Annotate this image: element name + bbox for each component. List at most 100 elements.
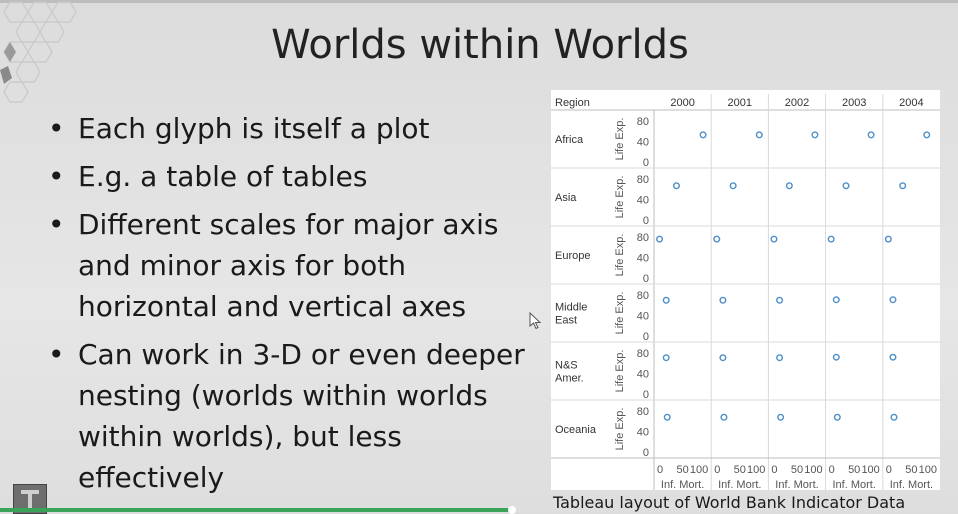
x-tick-label: 100 bbox=[747, 464, 765, 476]
bullet-item: • Can work in 3-D or even deeper nesting (… bbox=[48, 334, 538, 498]
bullet-text-line: nesting (worlds within worlds bbox=[78, 379, 488, 412]
row-label: Amer. bbox=[555, 373, 584, 385]
data-point bbox=[672, 182, 680, 190]
y-tick-label: 40 bbox=[637, 311, 649, 323]
row-label: East bbox=[555, 315, 577, 327]
y-tick-label: 80 bbox=[637, 174, 649, 186]
data-point bbox=[699, 131, 707, 139]
data-point bbox=[884, 235, 892, 243]
x-axis-label: Inf. Mort. bbox=[661, 479, 704, 490]
y-tick-label: 0 bbox=[643, 157, 649, 169]
y-tick-label: 0 bbox=[643, 273, 649, 285]
data-point bbox=[729, 182, 737, 190]
x-tick-label: 50 bbox=[676, 464, 688, 476]
chart-panel: Region 2000 2001 2002 2003 2004 Africa Life Exp… bbox=[551, 90, 940, 490]
data-point bbox=[770, 235, 778, 243]
x-tick-label: 0 bbox=[886, 464, 892, 476]
y-tick-label: 80 bbox=[637, 348, 649, 360]
data-point bbox=[899, 182, 907, 190]
data-point bbox=[785, 182, 793, 190]
video-progress-handle[interactable] bbox=[508, 506, 516, 514]
bullet-text-line: Each glyph is itself a plot bbox=[78, 112, 430, 145]
x-tick-label: 50 bbox=[848, 464, 860, 476]
x-tick-label: 0 bbox=[657, 464, 663, 476]
x-tick-label: 0 bbox=[771, 464, 777, 476]
row-label: N&S bbox=[555, 360, 578, 372]
data-point bbox=[662, 354, 670, 362]
data-point bbox=[776, 354, 784, 362]
y-axis-label: Life Exp. bbox=[614, 408, 626, 451]
row-label: Asia bbox=[555, 192, 577, 204]
data-point bbox=[889, 353, 897, 361]
bullet-symbol: • bbox=[48, 160, 65, 193]
chart-caption: Tableau layout of World Bank Indicator D… bbox=[553, 493, 906, 512]
slide-title: Worlds within Worlds bbox=[271, 22, 689, 68]
x-axis-label: Inf. Mort. bbox=[775, 479, 818, 490]
column-header-label: 2002 bbox=[785, 97, 809, 109]
row-label: Europe bbox=[555, 250, 590, 262]
bullet-list: • Each glyph is itself a plot • E.g. a tabl… bbox=[48, 108, 538, 505]
y-axis-label: Life Exp. bbox=[614, 234, 626, 277]
data-point bbox=[662, 296, 670, 304]
bullet-item: • E.g. a table of tables bbox=[48, 156, 538, 197]
column-header-label: 2001 bbox=[728, 97, 752, 109]
x-tick-label: 50 bbox=[791, 464, 803, 476]
data-point bbox=[755, 131, 763, 139]
x-tick-label: 50 bbox=[905, 464, 917, 476]
hexagon-pattern-decoration bbox=[0, 1, 77, 103]
data-point bbox=[890, 413, 898, 421]
x-tick-label: 50 bbox=[734, 464, 746, 476]
row-label: Africa bbox=[555, 134, 584, 146]
y-axis-label: Life Exp. bbox=[614, 118, 626, 161]
data-point bbox=[827, 235, 835, 243]
y-tick-label: 40 bbox=[637, 137, 649, 149]
x-tick-label: 100 bbox=[919, 464, 937, 476]
x-tick-label: 100 bbox=[861, 464, 879, 476]
small-multiples-chart: Region 2000 2001 2002 2003 2004 Africa Life Exp… bbox=[551, 94, 940, 490]
x-tick-label: 100 bbox=[804, 464, 822, 476]
bullet-text-line: Can work in 3-D or even deeper bbox=[78, 338, 525, 371]
y-tick-label: 40 bbox=[637, 369, 649, 381]
data-point bbox=[889, 296, 897, 304]
y-axis-label: Life Exp. bbox=[614, 176, 626, 219]
bullet-text-line: horizontal and vertical axes bbox=[78, 290, 467, 323]
data-point bbox=[720, 413, 728, 421]
y-tick-label: 40 bbox=[637, 427, 649, 439]
y-tick-label: 40 bbox=[637, 195, 649, 207]
video-progress-bar[interactable] bbox=[0, 508, 514, 512]
row-label: Middle bbox=[555, 302, 587, 314]
column-header-label: 2003 bbox=[842, 97, 866, 109]
y-tick-label: 0 bbox=[643, 389, 649, 401]
row-header-label: Region bbox=[555, 97, 590, 109]
data-point bbox=[832, 353, 840, 361]
bullet-item: • Different scales for major axis and mino… bbox=[48, 204, 538, 327]
data-point bbox=[842, 182, 850, 190]
bullet-text-line: E.g. a table of tables bbox=[78, 160, 368, 193]
bullet-text-line: within worlds), but less bbox=[78, 420, 402, 453]
bullet-symbol: • bbox=[48, 338, 65, 371]
bullet-symbol: • bbox=[48, 208, 65, 241]
x-axis-label: Inf. Mort. bbox=[832, 479, 875, 490]
data-point bbox=[719, 354, 727, 362]
bullet-text-line: effectively bbox=[78, 461, 225, 494]
data-point bbox=[713, 235, 721, 243]
row-label: Oceania bbox=[555, 424, 597, 436]
mouse-cursor-icon bbox=[529, 312, 542, 330]
bullet-text-line: Different scales for major axis bbox=[78, 208, 499, 241]
y-tick-label: 80 bbox=[637, 290, 649, 302]
y-tick-label: 80 bbox=[637, 232, 649, 244]
data-point bbox=[776, 296, 784, 304]
column-header-label: 2000 bbox=[670, 97, 694, 109]
y-tick-label: 0 bbox=[643, 331, 649, 343]
data-point bbox=[663, 413, 671, 421]
y-tick-label: 0 bbox=[643, 215, 649, 227]
data-point bbox=[719, 296, 727, 304]
y-tick-label: 80 bbox=[637, 406, 649, 418]
data-point bbox=[923, 131, 931, 139]
data-point bbox=[656, 235, 664, 243]
data-point bbox=[777, 413, 785, 421]
x-tick-label: 0 bbox=[714, 464, 720, 476]
x-tick-label: 100 bbox=[690, 464, 708, 476]
data-point bbox=[833, 413, 841, 421]
y-axis-label: Life Exp. bbox=[614, 350, 626, 393]
